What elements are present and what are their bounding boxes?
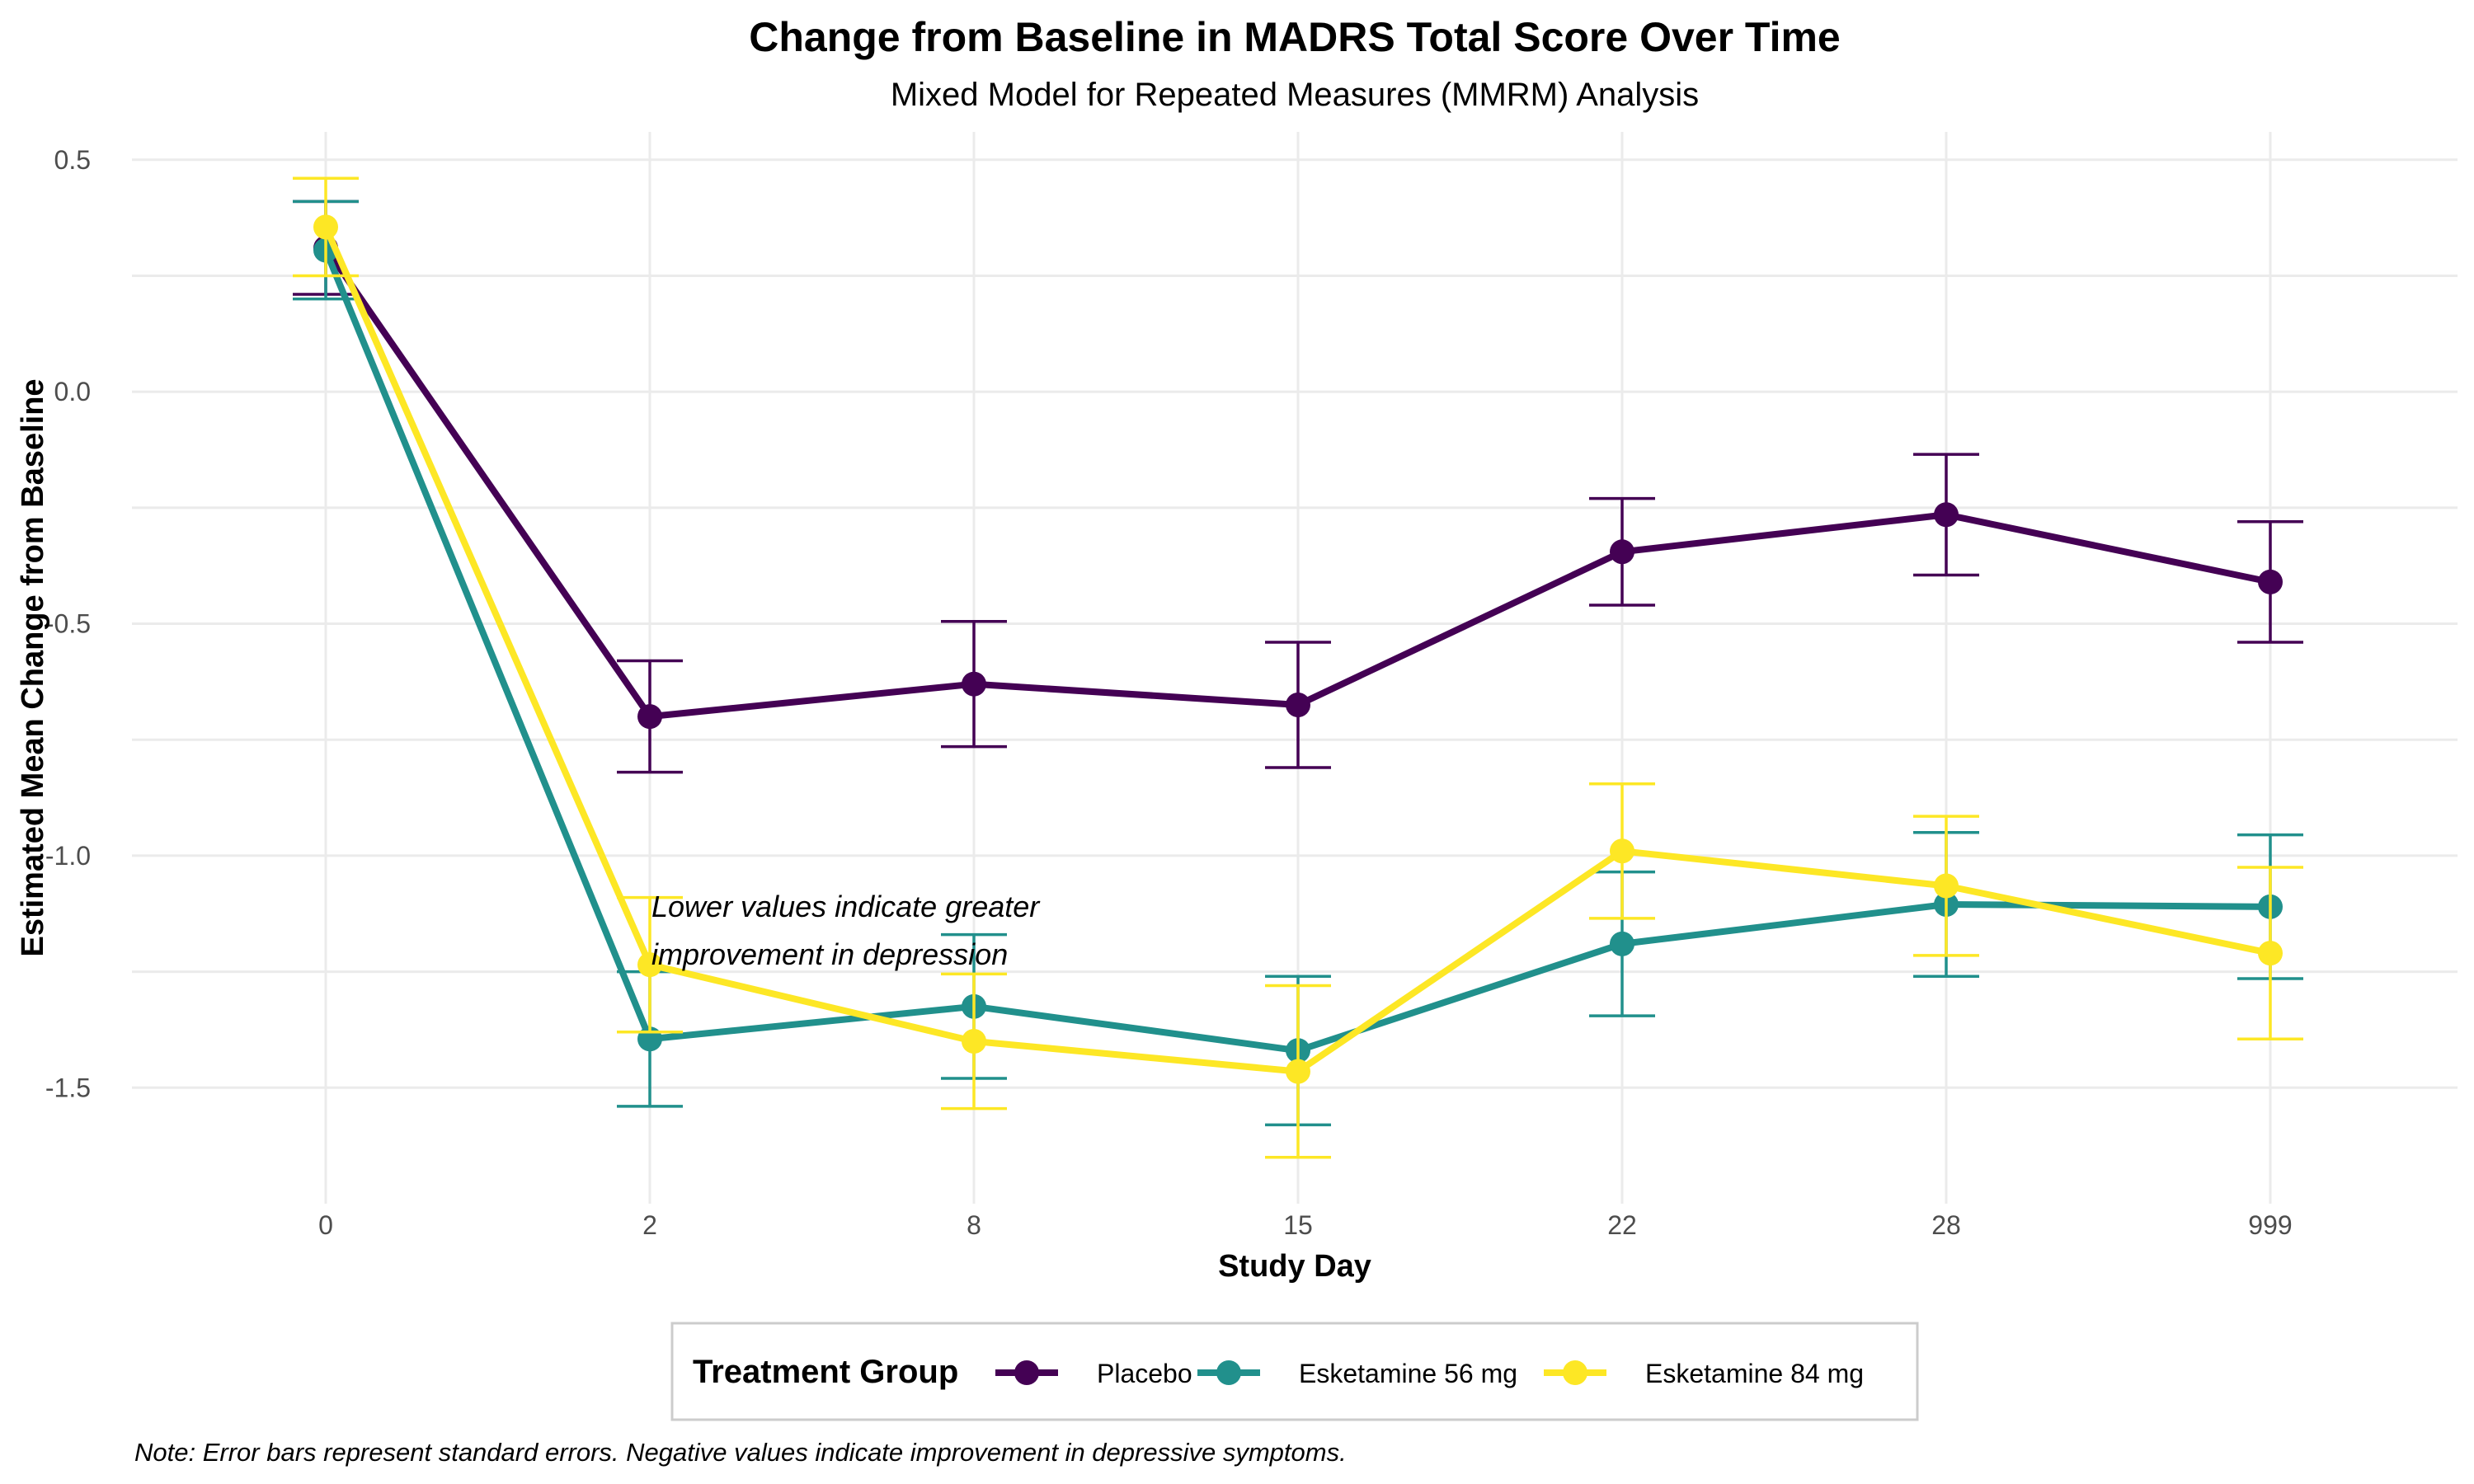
chart-title: Change from Baseline in MADRS Total Scor…: [749, 14, 1840, 60]
legend: Treatment Group Placebo Esketamine 56 mg E…: [670, 1322, 1919, 1421]
x-tick-label: 22: [1607, 1210, 1637, 1240]
data-point: [962, 671, 986, 697]
y-tick-labels: 0.5 0.0 -0.5 -1.0 -1.5: [45, 145, 91, 1103]
data-point: [962, 1029, 986, 1054]
legend-label: Esketamine 84 mg: [1645, 1359, 1864, 1388]
data-point: [1934, 502, 1959, 528]
data-point: [1286, 693, 1310, 718]
y-axis-title: Estimated Mean Change from Baseline: [16, 378, 50, 956]
x-tick-label: 0: [318, 1210, 333, 1240]
x-tick-label: 28: [1931, 1210, 1961, 1240]
y-tick-label: 0.0: [54, 377, 91, 406]
series: [293, 176, 2303, 1159]
legend-box: [670, 1322, 1919, 1421]
caption: Note: Error bars represent standard erro…: [134, 1438, 1347, 1467]
data-point: [1934, 873, 1959, 899]
legend-key-point: [1216, 1360, 1241, 1385]
x-axis-title: Study Day: [1218, 1249, 1371, 1284]
annotation-line-2: improvement in depression: [651, 937, 1008, 971]
legend-item: Placebo: [995, 1359, 1192, 1388]
y-tick-label: -1.5: [45, 1073, 91, 1102]
legend-item: Esketamine 84 mg: [1544, 1359, 1864, 1388]
data-point: [1610, 931, 1634, 956]
y-tick-label: -1.0: [45, 841, 91, 871]
legend-label: Placebo: [1097, 1359, 1192, 1388]
series-3: [293, 176, 2303, 1159]
legend-items: Placebo Esketamine 56 mg Esketamine 84 mg: [995, 1359, 1864, 1388]
x-tick-label: 8: [967, 1210, 981, 1240]
data-point: [1610, 838, 1634, 864]
data-point: [1286, 1059, 1310, 1084]
x-tick-labels: 0 2 8 15 22 28 999: [318, 1210, 2293, 1240]
annotation-line-1: Lower values indicate greater: [651, 890, 1041, 923]
data-point: [637, 952, 662, 978]
data-point: [313, 214, 338, 240]
data-point: [2258, 569, 2283, 594]
data-point: [637, 704, 662, 730]
data-point: [1610, 539, 1634, 565]
chart-subtitle: Mixed Model for Repeated Measures (MMRM)…: [891, 77, 1699, 113]
legend-key-point: [1563, 1360, 1587, 1385]
y-tick-label: 0.5: [54, 145, 91, 175]
legend-title: Treatment Group: [693, 1354, 958, 1390]
x-tick-label: 15: [1283, 1210, 1313, 1240]
legend-item: Esketamine 56 mg: [1197, 1359, 1517, 1388]
legend-key-point: [1014, 1360, 1039, 1385]
data-point: [2258, 941, 2283, 966]
legend-label: Esketamine 56 mg: [1299, 1359, 1517, 1388]
x-tick-label: 999: [2248, 1210, 2292, 1240]
x-tick-label: 2: [642, 1210, 657, 1240]
y-tick-label: -0.5: [45, 609, 91, 639]
